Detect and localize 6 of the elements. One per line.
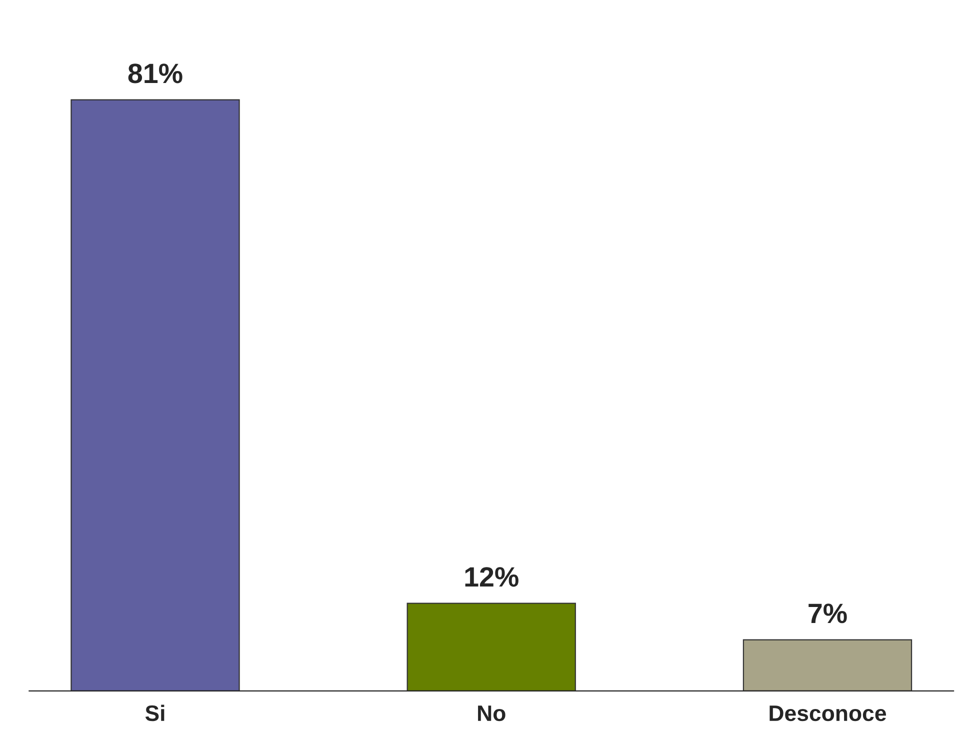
x-tick-label: Desconoce [770,706,886,722]
x-tick-label: No [478,706,506,722]
data-label: 81% [128,64,182,84]
data-label: 12% [465,567,518,587]
data-label: 7% [808,604,847,624]
x-tick-label: Si [145,704,164,722]
